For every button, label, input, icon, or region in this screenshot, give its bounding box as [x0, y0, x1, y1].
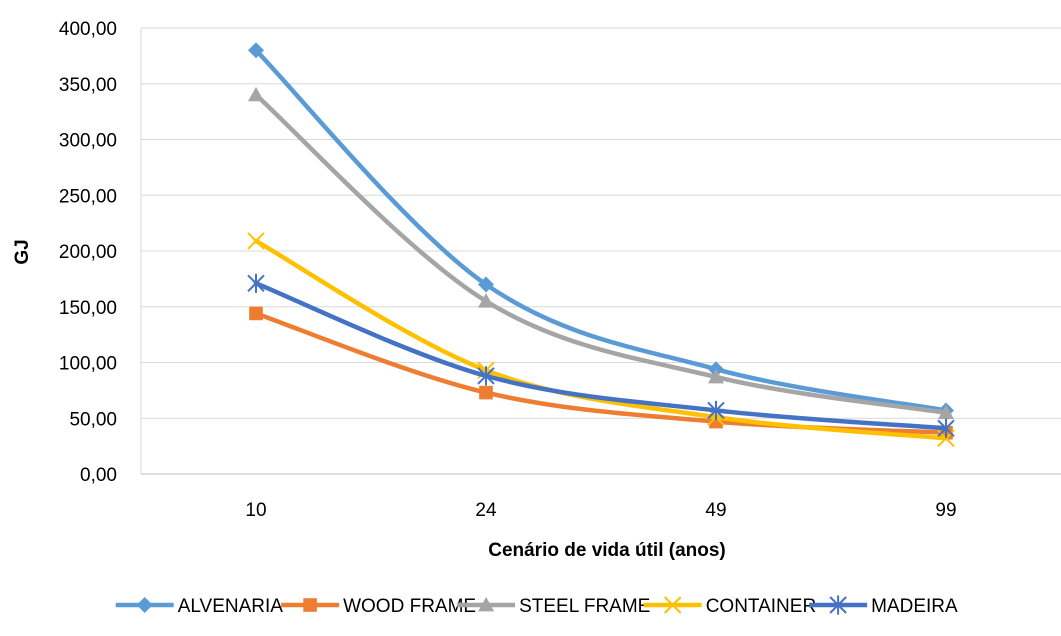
y-tick-label: 250,00 — [59, 186, 117, 207]
data-point-marker — [136, 597, 153, 613]
series-line — [253, 311, 949, 435]
series-line — [253, 48, 949, 413]
data-point-marker — [478, 597, 495, 612]
legend-label: WOOD FRAME — [343, 596, 476, 617]
legend-label: ALVENARIA — [178, 596, 284, 617]
data-point-marker — [247, 232, 265, 250]
data-point-marker — [248, 42, 264, 59]
x-tick-label: 49 — [705, 500, 726, 521]
legend-item: ALVENARIA — [115, 596, 284, 617]
legend-item: STEEL FRAME — [457, 596, 650, 617]
legend-label: MADEIRA — [871, 596, 958, 617]
x-tick-label: 24 — [475, 500, 497, 521]
gridlines — [140, 27, 1061, 475]
data-point-marker — [477, 366, 495, 386]
data-point-marker — [938, 404, 954, 420]
series-line — [253, 238, 949, 441]
y-tick-label: 100,00 — [59, 354, 117, 375]
series-line — [253, 92, 949, 415]
data-point-marker — [303, 598, 317, 612]
data-point-marker — [247, 273, 265, 293]
y-tick-label: 350,00 — [59, 75, 117, 96]
data-point-marker — [937, 418, 955, 438]
legend: ALVENARIA WOOD FRAME STEEL FRAME CONTAINER M… — [115, 595, 958, 617]
series-steel-frame — [248, 86, 954, 420]
data-point-marker — [478, 293, 494, 308]
data-point-marker — [249, 306, 263, 321]
data-point-marker — [663, 596, 682, 614]
x-tick-labels: 10 24 49 99 — [245, 500, 956, 521]
y-axis-label: GJ — [12, 239, 33, 264]
data-point-marker — [707, 400, 725, 421]
y-tick-label: 400,00 — [59, 19, 117, 40]
y-tick-labels: 0,00 50,00 100,00 150,00 200,00 250,00 300,00 3… — [59, 19, 117, 486]
series-line — [253, 281, 949, 431]
data-point-marker — [478, 276, 494, 293]
data-point-marker — [708, 368, 724, 384]
data-point-marker — [829, 595, 847, 615]
legend-item: MADEIRA — [809, 595, 958, 617]
legend-item: CONTAINER — [643, 596, 816, 617]
series-madeira — [247, 273, 955, 438]
y-tick-label: 150,00 — [59, 298, 117, 319]
data-point-marker — [248, 86, 264, 102]
y-tick-label: 0,00 — [80, 465, 117, 486]
x-axis-label: Cenário de vida útil (anos) — [488, 540, 726, 561]
x-tick-label: 10 — [245, 500, 266, 521]
y-tick-label: 50,00 — [69, 409, 117, 430]
series-group — [247, 42, 955, 448]
y-tick-label: 200,00 — [59, 242, 117, 263]
legend-label: STEEL FRAME — [519, 596, 650, 617]
legend-item: WOOD FRAME — [281, 596, 476, 617]
legend-label: CONTAINER — [706, 596, 816, 617]
x-tick-label: 99 — [935, 500, 956, 521]
data-point-marker — [479, 385, 493, 400]
y-tick-label: 300,00 — [59, 131, 117, 152]
